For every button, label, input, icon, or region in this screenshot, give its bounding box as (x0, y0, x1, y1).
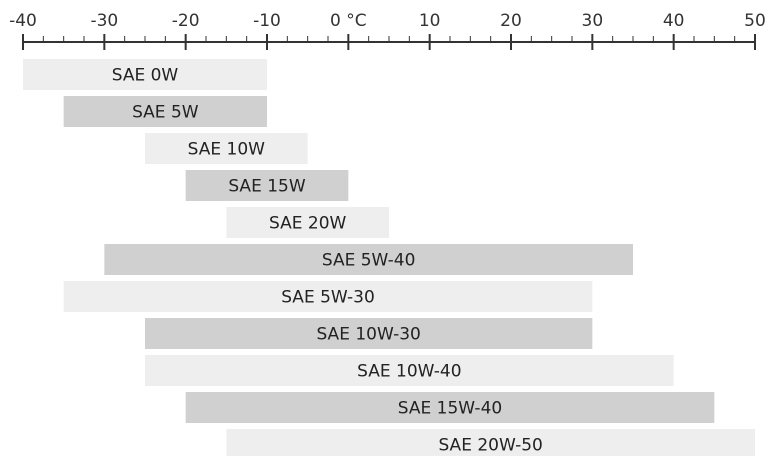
range-bar-label: SAE 10W-30 (316, 325, 420, 345)
x-axis: -40 -30 -20 -10 0 °C 10 20 30 40 50 (9, 11, 766, 50)
range-bar (145, 133, 308, 164)
range-bar (145, 318, 593, 349)
range-bar-label: SAE 15W (228, 177, 306, 197)
range-bar (63, 96, 267, 127)
range-bar-label: SAE 0W (112, 66, 179, 86)
range-bar (23, 59, 267, 90)
x-axis-tick-label: -40 (9, 11, 37, 31)
x-axis-tick-label: -30 (90, 11, 118, 31)
range-bar (104, 244, 634, 275)
range-bar-row: SAE 0W (23, 59, 267, 90)
range-bar-row: SAE 15W (185, 170, 349, 201)
x-axis-tick-label: 0 °C (330, 11, 367, 31)
range-bar (226, 429, 756, 456)
range-bar-label: SAE 5W-30 (281, 288, 375, 308)
range-bar-row: SAE 10W-40 (145, 355, 674, 386)
range-bar (226, 207, 389, 238)
range-bar-row: SAE 15W-40 (185, 392, 715, 423)
range-bar-label: SAE 10W (188, 140, 266, 160)
range-bar-label: SAE 20W (269, 214, 347, 234)
range-bar (63, 281, 593, 312)
range-bar-row: SAE 5W-40 (104, 244, 634, 275)
x-axis-tick-label: 30 (582, 11, 604, 31)
range-bar-row: SAE 10W (145, 133, 308, 164)
x-axis-tick-label: -20 (172, 11, 200, 31)
range-bar (185, 170, 349, 201)
x-axis-tick-label: 20 (500, 11, 522, 31)
x-axis-tick-label: 10 (419, 11, 441, 31)
range-bars: SAE 0W SAE 5W SAE 10W SAE 15W SAE 20W SAE 5W-… (23, 59, 756, 456)
range-bar-label: SAE 15W-40 (398, 399, 502, 419)
range-bar-label: SAE 10W-40 (357, 362, 461, 382)
range-bar-row: SAE 5W (63, 96, 267, 127)
x-axis-tick-label: -10 (253, 11, 281, 31)
range-bar (145, 355, 674, 386)
range-bar-row: SAE 10W-30 (145, 318, 593, 349)
x-axis-tick-label: 50 (744, 11, 766, 31)
range-bar-row: SAE 20W-50 (226, 429, 756, 456)
range-bar-row: SAE 5W-30 (63, 281, 593, 312)
range-bar-label: SAE 5W-40 (322, 251, 416, 271)
range-bar-label: SAE 5W (132, 103, 199, 123)
range-bar-label: SAE 20W-50 (438, 436, 542, 456)
range-bar (185, 392, 715, 423)
range-bar-row: SAE 20W (226, 207, 389, 238)
x-axis-tick-label: 40 (663, 11, 685, 31)
